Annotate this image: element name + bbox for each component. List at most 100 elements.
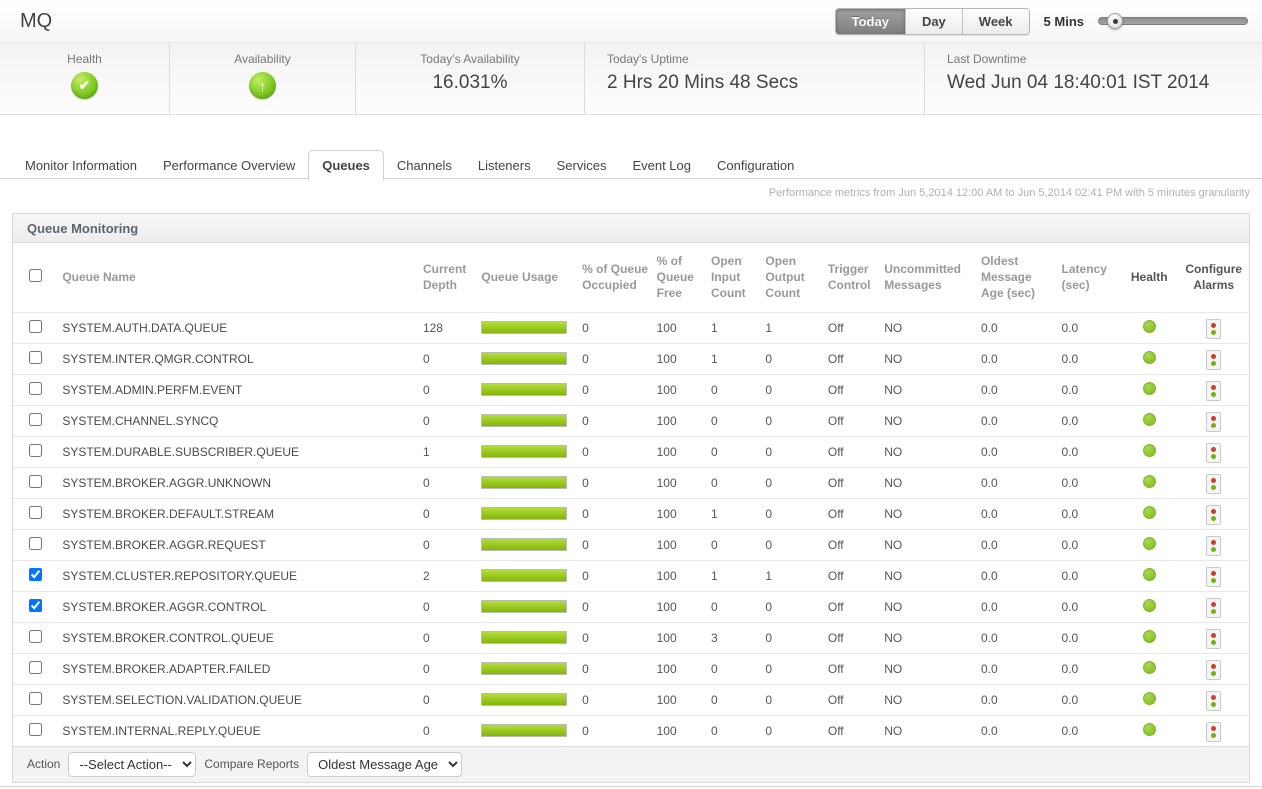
select-all-checkbox[interactable] [29, 268, 43, 282]
table-row[interactable]: SYSTEM.INTER.QMGR.CONTROL 0 0 100 1 0 Of… [13, 343, 1249, 374]
tab-performance-overview[interactable]: Performance Overview [163, 158, 296, 173]
trigger-control-cell: Off [827, 320, 844, 335]
configure-alarms-icon[interactable] [1206, 659, 1222, 680]
tab-services[interactable]: Services [556, 158, 607, 173]
row-checkbox[interactable] [29, 722, 43, 736]
row-checkbox[interactable] [29, 660, 43, 674]
tab-listeners[interactable]: Listeners [477, 158, 531, 173]
row-checkbox[interactable] [29, 536, 43, 550]
row-checkbox[interactable] [29, 350, 43, 364]
latency-cell: 0.0 [1061, 537, 1079, 552]
col-oldest-age: Oldest Message Age (sec) [980, 254, 1035, 301]
trigger-control-cell: Off [827, 661, 844, 676]
tab-monitor-information[interactable]: Monitor Information [25, 158, 137, 173]
current-depth-cell: 0 [422, 723, 430, 738]
row-checkbox[interactable] [29, 691, 43, 705]
stat-todays-availability: Today's Availability 16.031% [356, 43, 585, 114]
granularity-slider[interactable] [1098, 13, 1248, 29]
configure-alarms-icon[interactable] [1206, 535, 1222, 556]
health-cell [1120, 436, 1178, 467]
tab-configuration[interactable]: Configuration [717, 158, 795, 173]
table-row[interactable]: SYSTEM.INTERNAL.REPLY.QUEUE 0 0 100 0 0 … [13, 715, 1249, 746]
row-checkbox[interactable] [29, 381, 43, 395]
trigger-control-cell: Off [827, 382, 844, 397]
queue-usage-cell [477, 343, 578, 374]
current-depth-cell: 0 [422, 382, 430, 397]
action-select[interactable]: --Select Action-- [68, 751, 197, 777]
pct-free-cell: 100 [656, 413, 677, 428]
stat-availability: Availability ↑ [170, 43, 356, 114]
slider-handle[interactable] [1107, 13, 1123, 29]
availability-label: Availability [234, 52, 291, 66]
tab-channels[interactable]: Channels [396, 158, 452, 173]
pct-free-cell: 100 [656, 537, 677, 552]
configure-alarms-icon[interactable] [1206, 628, 1222, 649]
table-row[interactable]: SYSTEM.BROKER.DEFAULT.STREAM 0 0 100 1 0… [13, 498, 1249, 529]
usage-bar-fill [482, 663, 567, 675]
current-depth-cell: 1 [422, 444, 430, 459]
uncommitted-cell: NO [884, 661, 903, 676]
time-range-day-button[interactable]: Day [905, 8, 963, 34]
configure-alarms-icon[interactable] [1206, 504, 1222, 525]
queue-usage-cell [477, 405, 578, 436]
current-depth-cell: 0 [422, 475, 430, 490]
table-row[interactable]: SYSTEM.BROKER.AGGR.CONTROL 0 0 100 0 0 O… [13, 591, 1249, 622]
configure-alarms-icon[interactable] [1206, 411, 1222, 432]
health-status-icon [1142, 474, 1156, 488]
queue-name-cell: SYSTEM.BROKER.ADAPTER.FAILED [62, 661, 271, 676]
uncommitted-cell: NO [884, 723, 903, 738]
pct-free-cell: 100 [656, 568, 677, 583]
time-range-week-button[interactable]: Week [962, 8, 1029, 34]
configure-alarms-icon[interactable] [1206, 318, 1222, 339]
row-checkbox[interactable] [29, 412, 43, 426]
row-checkbox[interactable] [29, 319, 43, 333]
usage-bar-fill [482, 725, 567, 737]
row-checkbox[interactable] [29, 443, 43, 457]
row-checkbox[interactable] [29, 474, 43, 488]
health-cell [1120, 405, 1178, 436]
row-checkbox[interactable] [29, 567, 43, 581]
compare-reports-select[interactable]: Oldest Message Age [307, 751, 463, 777]
configure-alarms-icon[interactable] [1206, 380, 1222, 401]
queue-name-cell: SYSTEM.BROKER.DEFAULT.STREAM [62, 506, 275, 521]
table-row[interactable]: SYSTEM.SELECTION.VALIDATION.QUEUE 0 0 10… [13, 684, 1249, 715]
pct-free-cell: 100 [656, 351, 677, 366]
open-input-cell: 0 [711, 444, 718, 459]
tab-event-log[interactable]: Event Log [632, 158, 691, 173]
time-range-today-button[interactable]: Today [835, 8, 906, 34]
configure-alarms-icon[interactable] [1206, 721, 1222, 742]
pct-occupied-cell: 0 [582, 692, 589, 707]
configure-alarms-icon[interactable] [1206, 597, 1222, 618]
trigger-control-cell: Off [827, 506, 844, 521]
configure-alarms-icon[interactable] [1206, 690, 1222, 711]
table-row[interactable]: SYSTEM.CHANNEL.SYNCQ 0 0 100 0 0 Off NO … [13, 405, 1249, 436]
configure-alarms-icon[interactable] [1206, 566, 1222, 587]
table-row[interactable]: SYSTEM.CLUSTER.REPOSITORY.QUEUE 2 0 100 … [13, 560, 1249, 591]
table-row[interactable]: SYSTEM.BROKER.AGGR.UNKNOWN 0 0 100 0 0 O… [13, 467, 1249, 498]
table-row[interactable]: SYSTEM.DURABLE.SUBSCRIBER.QUEUE 1 0 100 … [13, 436, 1249, 467]
configure-alarms-icon[interactable] [1206, 349, 1222, 370]
table-row[interactable]: SYSTEM.BROKER.ADAPTER.FAILED 0 0 100 0 0… [13, 653, 1249, 684]
col-uncommitted: Uncommitted Messages [884, 262, 961, 293]
current-depth-cell: 0 [422, 506, 430, 521]
latency-cell: 0.0 [1061, 320, 1079, 335]
table-row[interactable]: SYSTEM.AUTH.DATA.QUEUE 128 0 100 1 1 Off… [13, 312, 1249, 343]
queue-usage-cell [477, 436, 578, 467]
current-depth-cell: 0 [422, 630, 430, 645]
tab-queues[interactable]: Queues [308, 150, 384, 181]
table-row[interactable]: SYSTEM.BROKER.CONTROL.QUEUE 0 0 100 3 0 … [13, 622, 1249, 653]
open-input-cell: 0 [711, 382, 718, 397]
configure-alarms-icon[interactable] [1206, 442, 1222, 463]
table-row[interactable]: SYSTEM.ADMIN.PERFM.EVENT 0 0 100 0 0 Off… [13, 374, 1249, 405]
row-checkbox[interactable] [29, 598, 43, 612]
col-health: Health [1130, 270, 1168, 285]
latency-cell: 0.0 [1061, 568, 1079, 583]
pct-occupied-cell: 0 [582, 723, 589, 738]
table-row[interactable]: SYSTEM.BROKER.AGGR.REQUEST 0 0 100 0 0 O… [13, 529, 1249, 560]
pct-occupied-cell: 0 [582, 599, 589, 614]
row-checkbox[interactable] [29, 505, 43, 519]
row-checkbox[interactable] [29, 629, 43, 643]
health-status-icon [1142, 629, 1156, 643]
open-output-cell: 1 [765, 568, 773, 583]
configure-alarms-icon[interactable] [1206, 473, 1222, 494]
